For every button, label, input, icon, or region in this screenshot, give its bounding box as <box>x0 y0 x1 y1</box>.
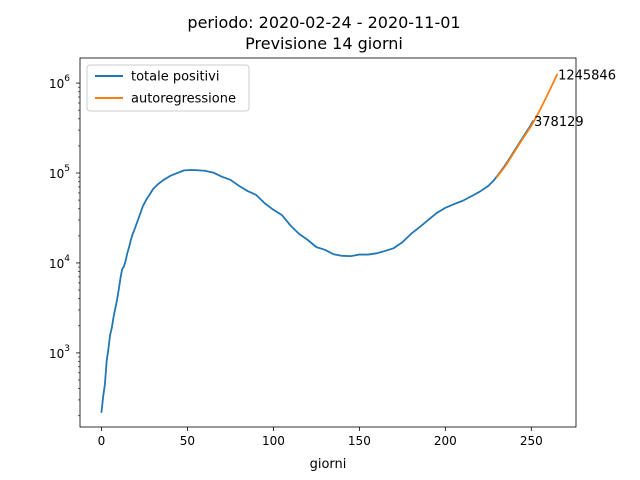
legend-label-totale-positivi: totale positivi <box>131 70 219 85</box>
title-line-2: Previsione 14 giorni <box>245 34 403 53</box>
y-tick-label: 106 <box>49 74 70 91</box>
title-line-1: periodo: 2020-02-24 - 2020-11-01 <box>187 13 460 32</box>
x-tick-label: 150 <box>348 434 371 448</box>
x-tick-label: 200 <box>434 434 457 448</box>
plot-frame <box>79 57 577 428</box>
y-tick-label: 105 <box>49 164 70 181</box>
series-line-totale-positivi <box>100 120 534 413</box>
y-tick-label: 103 <box>49 344 70 361</box>
legend-label-autoregressione: autoregressione <box>131 92 236 107</box>
legend: totale positivi autoregressione <box>86 64 250 112</box>
plot-area: 1245846 378129 <box>100 68 616 413</box>
annotation-label: 378129 <box>534 115 584 130</box>
x-tick-label: 100 <box>262 434 285 448</box>
y-tick-label: 104 <box>49 254 70 271</box>
annotation-label: 1245846 <box>558 68 616 83</box>
chart-title: periodo: 2020-02-24 - 2020-11-01 Previsi… <box>187 13 460 53</box>
axes: 0 50 100 150 200 250 103 104 105 106 <box>49 74 543 448</box>
x-tick-label: 50 <box>180 434 195 448</box>
legend-box <box>86 64 250 112</box>
x-axis-label: giorni <box>310 457 347 472</box>
x-tick-label: 250 <box>520 434 543 448</box>
series-line-autoregressione <box>496 73 558 179</box>
x-tick-label: 0 <box>98 434 106 448</box>
